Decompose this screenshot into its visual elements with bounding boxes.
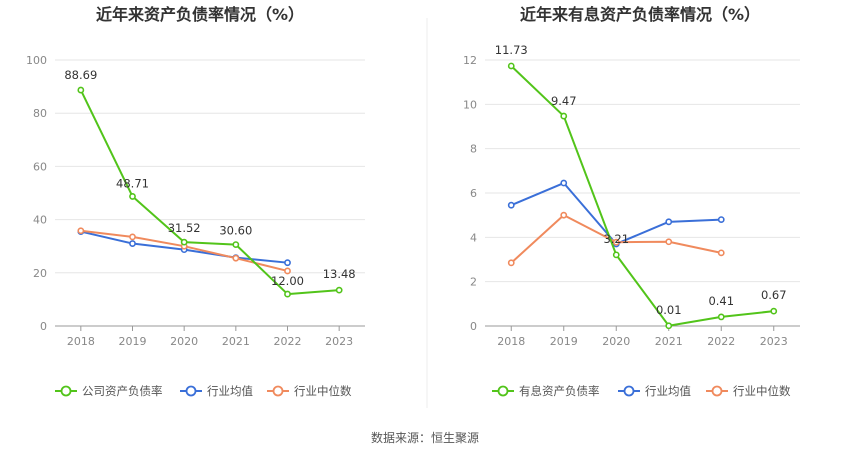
- y-tick-label: 80: [33, 107, 47, 120]
- data-point: [665, 238, 673, 246]
- data-point: [180, 238, 188, 246]
- series-line: [510, 65, 774, 327]
- data-label: 11.73: [495, 43, 528, 57]
- data-point: [612, 251, 620, 259]
- x-tick-label: 2018: [67, 335, 95, 348]
- data-point: [560, 112, 568, 120]
- x-tick-label: 2019: [119, 335, 147, 348]
- data-point: [232, 254, 240, 262]
- chart-debt-ratio: 近年来资产负债率情况（%） 0 20 40 60 80 100 2018 2019 2020 202…: [26, 5, 365, 398]
- data-point: [129, 240, 136, 247]
- legend-label: 行业均值: [645, 384, 691, 398]
- y-tick-label: 6: [470, 187, 477, 200]
- chart-title: 近年来有息资产负债率情况（%）: [520, 5, 760, 24]
- data-label: 13.48: [323, 267, 356, 281]
- data-point: [129, 233, 136, 241]
- x-tick-label: 2021: [222, 335, 250, 348]
- data-point: [284, 267, 291, 275]
- data-label: 48.71: [116, 176, 149, 190]
- y-tick-label: 0: [470, 320, 477, 333]
- y-tick-label: 60: [33, 160, 47, 173]
- data-point: [77, 86, 85, 94]
- data-point: [284, 290, 291, 298]
- legend-label: 行业均值: [207, 384, 253, 398]
- data-point: [284, 259, 291, 267]
- data-label: 0.41: [708, 294, 734, 308]
- legend-label: 行业中位数: [733, 384, 791, 398]
- data-point: [665, 218, 673, 226]
- data-point: [665, 322, 673, 330]
- data-point: [507, 201, 515, 209]
- data-point: [717, 216, 725, 223]
- x-tick-label: 2022: [707, 335, 735, 348]
- y-tick-label: 0: [40, 320, 47, 333]
- legend-swatch-marker: [623, 385, 635, 397]
- legend-item[interactable]: 行业均值: [618, 384, 691, 398]
- legend-swatch-marker: [60, 385, 72, 397]
- data-point: [612, 238, 620, 246]
- data-point: [770, 307, 778, 315]
- legend-item[interactable]: 公司资产负债率: [55, 384, 163, 398]
- legend-swatch-marker: [185, 385, 197, 397]
- data-point: [560, 211, 568, 219]
- data-point: [77, 227, 85, 235]
- chart-interest-debt-ratio: 近年来有息资产负债率情况（%） 0 2 4 6 8 10 12 2018 2019 2020 2021…: [463, 5, 800, 398]
- legend-swatch-marker: [711, 385, 723, 397]
- data-label: 30.60: [219, 224, 252, 238]
- data-point: [717, 313, 725, 321]
- legend-label: 有息资产负债率: [519, 384, 600, 398]
- series-line: [79, 89, 340, 296]
- y-tick-label: 100: [26, 54, 47, 67]
- x-tick-label: 2023: [760, 335, 788, 348]
- y-tick-label: 12: [463, 54, 477, 67]
- x-tick-label: 2020: [170, 335, 198, 348]
- x-tick-label: 2018: [497, 335, 525, 348]
- x-tick-label: 2021: [655, 335, 683, 348]
- x-tick-label: 2022: [274, 335, 302, 348]
- y-tick-label: 10: [463, 98, 477, 111]
- data-point: [560, 179, 568, 187]
- data-label: 31.52: [168, 221, 201, 235]
- legend-item[interactable]: 行业中位数: [267, 384, 352, 398]
- legend-swatch-marker: [272, 385, 284, 397]
- y-tick-label: 4: [470, 231, 477, 244]
- data-point: [129, 193, 136, 200]
- data-point: [507, 62, 515, 70]
- data-point: [335, 286, 343, 294]
- legend-label: 行业中位数: [294, 384, 352, 398]
- data-label: 0.67: [761, 288, 787, 302]
- y-tick-label: 40: [33, 214, 47, 227]
- data-label: 3.21: [603, 232, 629, 246]
- y-tick-label: 20: [33, 267, 47, 280]
- legend-item[interactable]: 行业中位数: [706, 384, 791, 398]
- data-point: [717, 249, 725, 257]
- x-tick-label: 2020: [602, 335, 630, 348]
- data-label: 88.69: [64, 68, 97, 82]
- source-text: 数据来源：恒生聚源: [371, 430, 479, 445]
- data-point: [507, 259, 515, 267]
- y-tick-label: 2: [470, 276, 477, 289]
- legend-item[interactable]: 行业均值: [180, 384, 253, 398]
- y-tick-label: 8: [470, 143, 477, 156]
- x-tick-label: 2019: [550, 335, 578, 348]
- x-tick-label: 2023: [325, 335, 353, 348]
- data-label: 0.01: [656, 303, 682, 317]
- data-label: 9.47: [551, 94, 577, 108]
- chart-title: 近年来资产负债率情况（%）: [96, 5, 304, 24]
- legend-swatch-marker: [497, 385, 509, 397]
- data-point: [232, 241, 240, 249]
- legend-item[interactable]: 有息资产负债率: [492, 384, 600, 398]
- legend-label: 公司资产负债率: [82, 384, 163, 398]
- data-label: 12.00: [271, 274, 304, 288]
